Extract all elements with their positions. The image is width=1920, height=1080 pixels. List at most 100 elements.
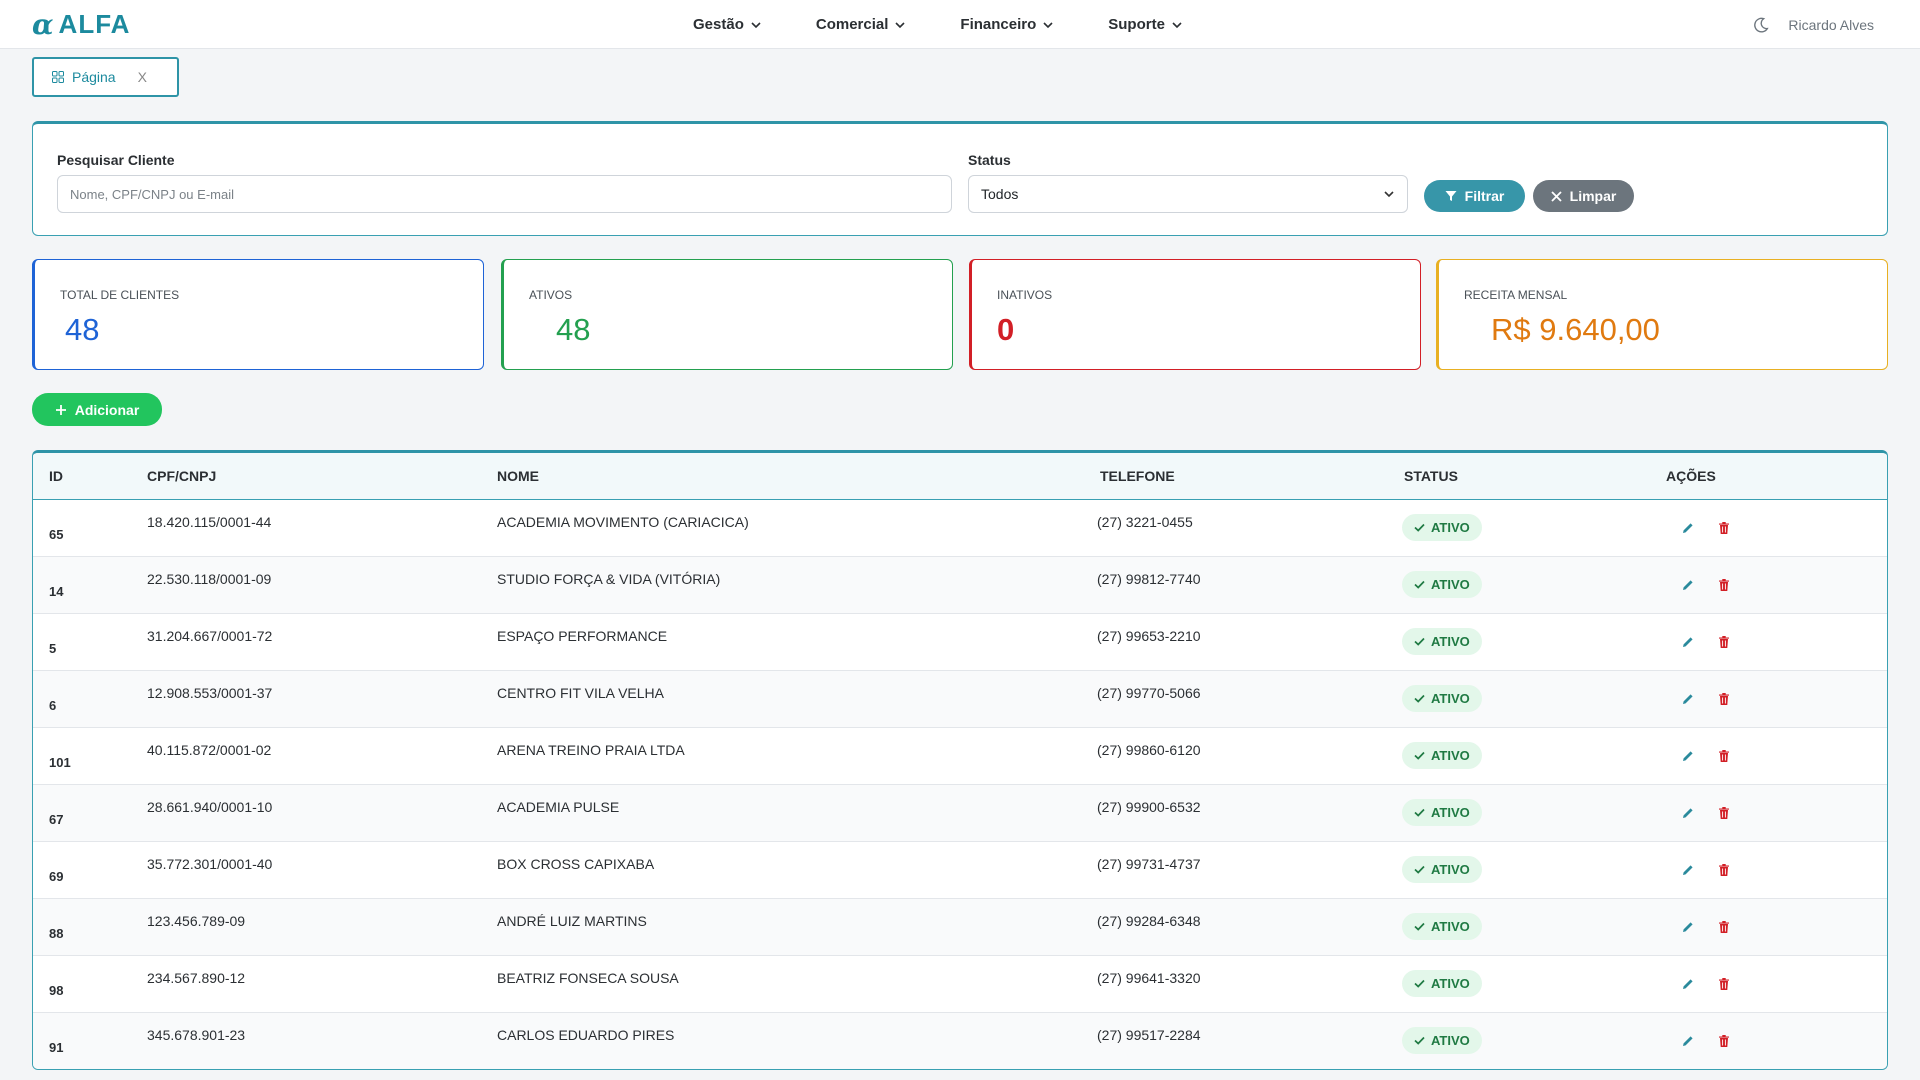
cell-name: CENTRO FIT VILA VELHA <box>497 670 1097 728</box>
cell-id: 98 <box>33 955 147 1013</box>
tab-label: Página <box>72 69 116 85</box>
col-header-name[interactable]: NOME <box>497 453 1097 500</box>
cell-status: ATIVO <box>1402 727 1664 785</box>
add-client-button[interactable]: Adicionar <box>32 393 162 426</box>
clear-button-label: Limpar <box>1569 188 1617 204</box>
cell-doc: 123.456.789-09 <box>147 898 497 956</box>
cell-name: ARENA TREINO PRAIA LTDA <box>497 727 1097 785</box>
status-select[interactable]: Todos <box>968 175 1408 213</box>
cell-status: ATIVO <box>1402 670 1664 728</box>
col-header-status[interactable]: STATUS <box>1402 453 1664 500</box>
table-row[interactable]: 101 40.115.872/0001-02 ARENA TREINO PRAI… <box>33 727 1887 785</box>
nav-item-label: Gestão <box>693 16 744 33</box>
trash-icon[interactable] <box>1716 691 1732 707</box>
col-header-id[interactable]: ID <box>33 453 147 500</box>
edit-icon[interactable] <box>1680 691 1696 707</box>
table-row[interactable]: 6 12.908.553/0001-37 CENTRO FIT VILA VEL… <box>33 670 1887 728</box>
edit-icon[interactable] <box>1680 1033 1696 1049</box>
col-header-phone[interactable]: TELEFONE <box>1097 453 1402 500</box>
stat-active-label: ATIVOS <box>529 288 573 302</box>
tab-pagina[interactable]: Página X <box>32 57 179 97</box>
app-logo[interactable]: α ALFA <box>32 7 131 41</box>
search-input[interactable] <box>57 175 952 213</box>
table-row[interactable]: 91 345.678.901-23 CARLOS EDUARDO PIRES (… <box>33 1012 1887 1069</box>
status-badge-label: ATIVO <box>1431 634 1470 649</box>
edit-icon[interactable] <box>1680 919 1696 935</box>
cell-status: ATIVO <box>1402 613 1664 671</box>
table-row[interactable]: 14 22.530.118/0001-09 STUDIO FORÇA & VID… <box>33 556 1887 614</box>
check-icon <box>1414 979 1425 988</box>
stat-active-value: 48 <box>556 312 591 347</box>
edit-icon[interactable] <box>1680 862 1696 878</box>
check-icon <box>1414 865 1425 874</box>
cell-actions <box>1664 727 1887 785</box>
nav-item-comercial[interactable]: Comercial <box>816 16 907 33</box>
grid-icon <box>52 71 64 83</box>
table-row[interactable]: 67 28.661.940/0001-10 ACADEMIA PULSE (27… <box>33 784 1887 842</box>
user-name[interactable]: Ricardo Alves <box>1788 16 1874 33</box>
cell-phone: (27) 99812-7740 <box>1097 556 1402 614</box>
cell-phone: (27) 99900-6532 <box>1097 784 1402 842</box>
cell-id: 67 <box>33 784 147 842</box>
cell-phone: (27) 99770-5066 <box>1097 670 1402 728</box>
check-icon <box>1414 1037 1425 1045</box>
col-header-doc[interactable]: CPF/CNPJ <box>147 453 497 500</box>
cell-actions <box>1664 499 1887 557</box>
edit-icon[interactable] <box>1680 976 1696 992</box>
dark-mode-toggle-icon[interactable] <box>1752 16 1770 34</box>
trash-icon[interactable] <box>1716 520 1732 536</box>
cell-id: 65 <box>33 499 147 557</box>
status-badge-label: ATIVO <box>1431 1033 1470 1049</box>
check-icon <box>1414 808 1425 817</box>
nav-item-label: Suporte <box>1108 16 1165 33</box>
edit-icon[interactable] <box>1680 748 1696 764</box>
trash-icon[interactable] <box>1716 634 1732 650</box>
logo-text: ALFA <box>58 8 131 39</box>
chevron-down-icon <box>1384 191 1394 198</box>
table-row[interactable]: 88 123.456.789-09 ANDRÉ LUIZ MARTINS (27… <box>33 898 1887 956</box>
filter-button[interactable]: Filtrar <box>1424 180 1525 212</box>
table-row[interactable]: 69 35.772.301/0001-40 BOX CROSS CAPIXABA… <box>33 841 1887 899</box>
trash-icon[interactable] <box>1716 919 1732 935</box>
table-row[interactable]: 98 234.567.890-12 BEATRIZ FONSECA SOUSA … <box>33 955 1887 1013</box>
chevron-down-icon <box>1043 21 1053 28</box>
edit-icon[interactable] <box>1680 805 1696 821</box>
trash-icon[interactable] <box>1716 1033 1732 1049</box>
cell-actions <box>1664 556 1887 614</box>
edit-icon[interactable] <box>1680 634 1696 650</box>
status-badge: ATIVO <box>1402 799 1482 826</box>
trash-icon[interactable] <box>1716 577 1732 593</box>
search-label: Pesquisar Cliente <box>57 152 175 168</box>
tab-close-button[interactable]: X <box>137 69 147 85</box>
trash-icon[interactable] <box>1716 976 1732 992</box>
cell-status: ATIVO <box>1402 1012 1664 1069</box>
cell-actions <box>1664 670 1887 728</box>
edit-icon[interactable] <box>1680 577 1696 593</box>
cell-status: ATIVO <box>1402 784 1664 842</box>
trash-icon[interactable] <box>1716 862 1732 878</box>
nav-item-financeiro[interactable]: Financeiro <box>960 16 1054 33</box>
status-badge: ATIVO <box>1402 742 1482 769</box>
cell-name: BEATRIZ FONSECA SOUSA <box>497 955 1097 1013</box>
table-row[interactable]: 5 31.204.667/0001-72 ESPAÇO PERFORMANCE … <box>33 613 1887 671</box>
plus-icon <box>55 404 66 415</box>
trash-icon[interactable] <box>1716 805 1732 821</box>
add-button-label: Adicionar <box>74 401 140 418</box>
trash-icon[interactable] <box>1716 748 1732 764</box>
status-badge: ATIVO <box>1402 970 1482 997</box>
cell-phone: (27) 99731-4737 <box>1097 841 1402 899</box>
cell-name: ANDRÉ LUIZ MARTINS <box>497 898 1097 956</box>
col-header-actions: AÇÕES <box>1664 453 1887 500</box>
nav-item-suporte[interactable]: Suporte <box>1108 16 1183 33</box>
cell-phone: (27) 99860-6120 <box>1097 727 1402 785</box>
table-row[interactable]: 65 18.420.115/0001-44 ACADEMIA MOVIMENTO… <box>33 499 1887 557</box>
edit-icon[interactable] <box>1680 520 1696 536</box>
top-navbar: α ALFA Gestão Comercial Financeiro Supor… <box>0 0 1920 49</box>
cell-actions <box>1664 955 1887 1013</box>
check-icon <box>1414 580 1425 589</box>
clear-button[interactable]: Limpar <box>1533 180 1634 212</box>
nav-item-gestao[interactable]: Gestão <box>693 16 762 33</box>
cell-id: 101 <box>33 727 147 785</box>
status-badge-label: ATIVO <box>1431 976 1470 991</box>
logo-symbol: α <box>32 7 55 41</box>
